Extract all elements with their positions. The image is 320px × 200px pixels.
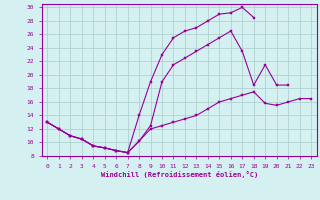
X-axis label: Windchill (Refroidissement éolien,°C): Windchill (Refroidissement éolien,°C) — [100, 171, 258, 178]
